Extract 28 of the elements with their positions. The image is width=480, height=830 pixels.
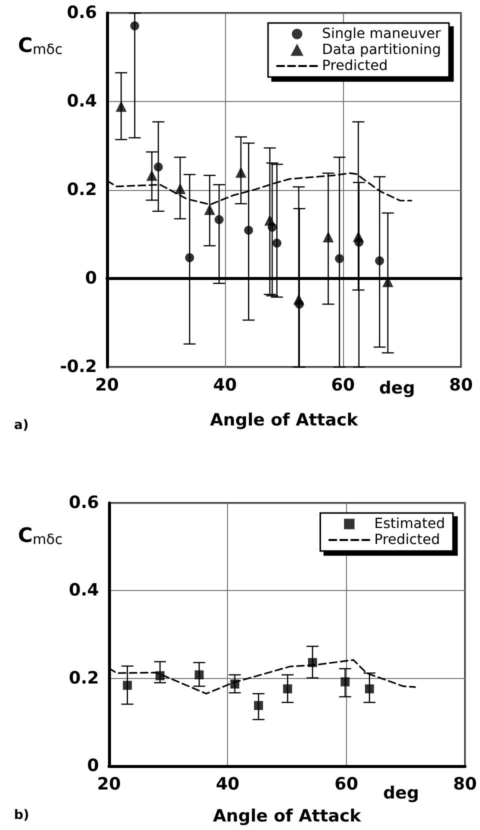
- y-tick-label: 0.2: [66, 180, 97, 200]
- text: deg: [379, 378, 416, 398]
- legend-label: Predicted: [322, 58, 388, 74]
- x-tick-label: 60: [331, 376, 355, 396]
- x-tick-label: 60: [334, 774, 358, 794]
- legend-label: Data partitioning: [322, 42, 442, 58]
- y-tick-label: 0.6: [66, 3, 97, 23]
- x-axis-title: Angle of Attack: [210, 410, 359, 430]
- text: deg: [383, 784, 420, 804]
- x-axis-title: Angle of Attack: [213, 806, 362, 826]
- y-tick-label: 0: [85, 268, 98, 288]
- legend-label: Estimated: [374, 516, 446, 532]
- x-tick-label: 80: [449, 376, 473, 396]
- y-tick-label: 0.2: [68, 668, 99, 688]
- text: b): [14, 808, 30, 823]
- x-tick-label: 20: [97, 774, 121, 794]
- y-tick-label: 0.4: [68, 580, 100, 601]
- x-tick-label: 80: [453, 774, 477, 794]
- y-tick-label: 0: [87, 756, 100, 776]
- x-tick-label: 20: [95, 376, 119, 396]
- text: a): [14, 418, 29, 433]
- legend-label: Single maneuver: [322, 26, 442, 42]
- y-tick-label: -0.2: [60, 357, 97, 377]
- x-tick-label: 40: [216, 774, 240, 794]
- legend-label: Predicted: [374, 532, 440, 548]
- y-tick-label: 0.6: [68, 493, 99, 513]
- x-tick-label: 40: [213, 376, 237, 396]
- y-tick-label: 0.4: [66, 92, 98, 112]
